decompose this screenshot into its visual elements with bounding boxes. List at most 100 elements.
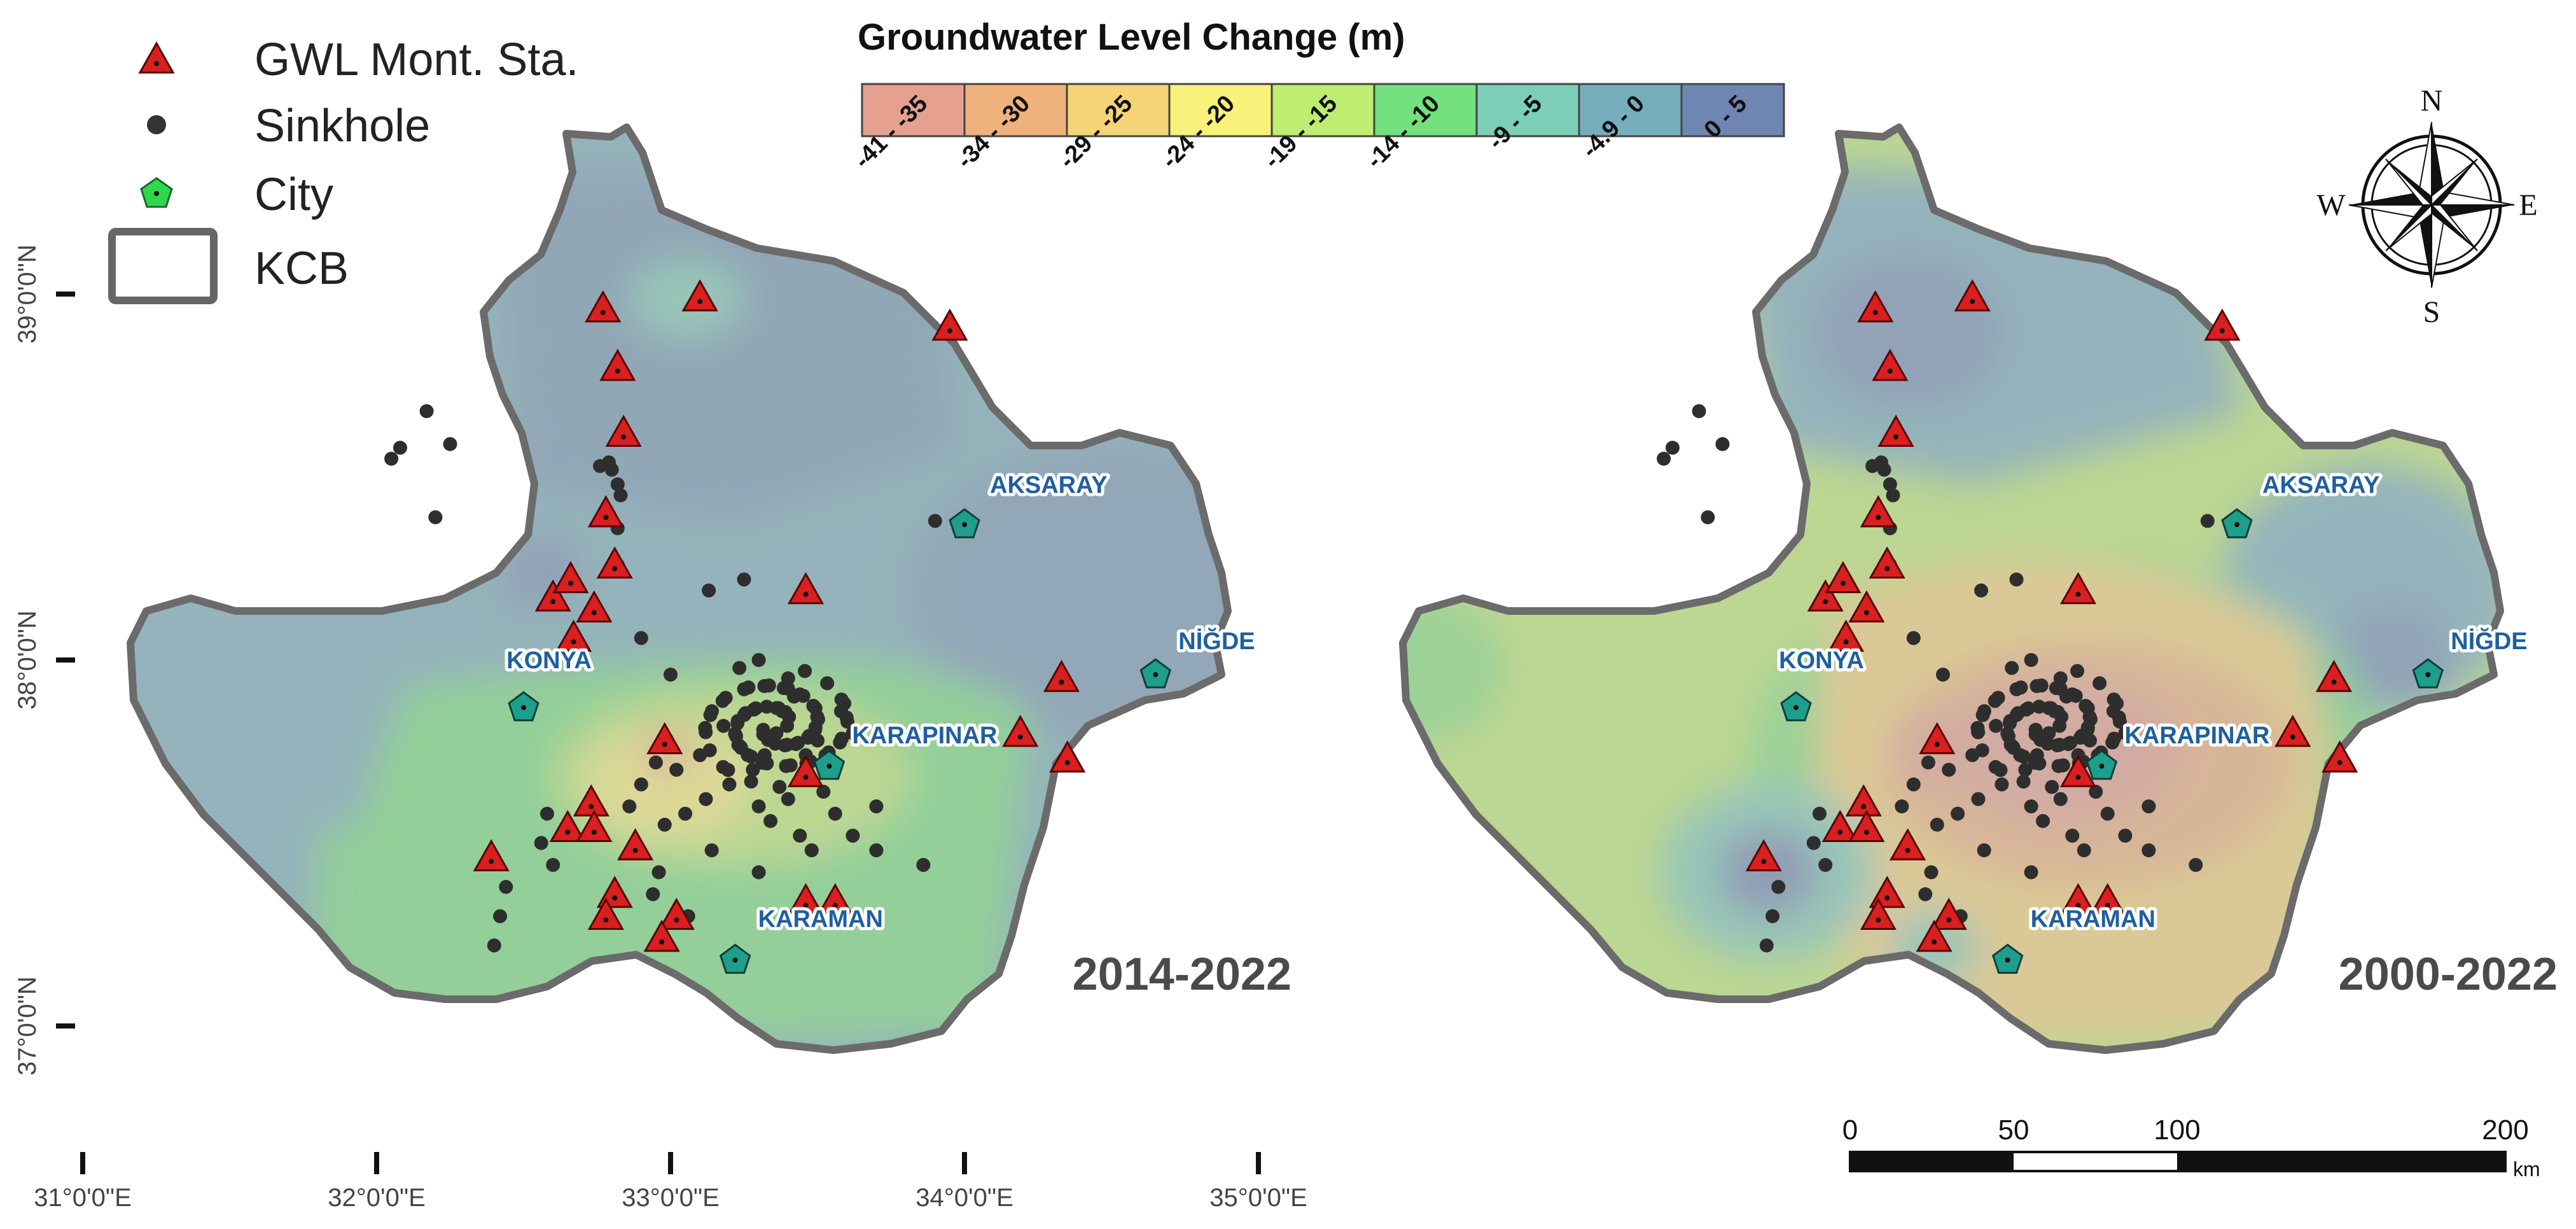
lon-label: 31°0'0"E [34,1184,132,1212]
city-konya: KONYA [503,644,595,722]
sinkhole-point [1993,762,2008,777]
sinkhole-point [751,799,766,813]
colorbar-swatch [1475,83,1580,137]
sinkhole-point [1715,437,1730,451]
sinkhole-point [534,836,548,850]
sinkhole-point [780,738,795,752]
sinkhole-point [1657,451,1671,466]
sinkhole-point [763,814,778,828]
sinkhole-point [1818,858,1833,872]
sinkhole-point [699,792,713,806]
period-label-right: 2000-2022 [2339,949,2558,1000]
sinkhole-point [1759,938,1774,953]
north-arrow: N S E W [2316,84,2537,329]
sinkhole-point [428,510,443,524]
legend-label-stations: GWL Mont. Sta. [254,34,578,85]
sinkhole-point [1924,865,1939,880]
sinkhole-point [1971,725,1986,740]
sinkhole-point [610,477,625,491]
sinkhole-point [702,743,717,757]
sinkhole-point [744,775,758,789]
sinkhole-point [699,725,713,740]
sinkhole-point [2009,682,2024,696]
sinkhole-point [2056,758,2070,773]
compass-north-label: N [2421,84,2443,118]
sinkhole-point [443,437,457,451]
sinkhole-point [2019,702,2033,717]
city-aksaray: AKSARAY [949,468,1110,538]
sinkhole-point [384,451,399,466]
sinkhole-point [1989,719,2003,733]
sinkhole-point [2042,701,2056,715]
sinkhole-point [1930,817,1944,832]
city-label: AKSARAY [990,472,1107,498]
sinkhole-point [2078,699,2093,713]
sinkhole-point [2200,514,2215,528]
sinkhole-point [1806,836,1821,850]
sinkhole-point [2016,775,2031,789]
sinkhole-point [820,676,835,691]
sinkhole-point [828,806,842,821]
legend-item-sinkhole: Sinkhole [147,101,430,151]
colorbar-swatch [1680,83,1785,137]
sinkhole-point [721,762,735,777]
sinkhole-point [751,653,766,667]
sinkhole-point [2106,692,2121,707]
sinkhole-point [2024,799,2038,813]
sinkhole-point [2052,738,2067,752]
sinkhole-point [1895,799,1909,813]
legend-label-kcb: KCB [254,243,349,294]
sinkhole-point [1886,488,1900,503]
scale-bar: 0 50 100 200 km [1842,1114,2540,1181]
sinkhole-point [2006,740,2021,754]
colorbar-swatch [1168,83,1273,137]
sinkhole-point [2024,865,2038,880]
sinkhole-point [761,733,776,747]
sinkhole-point [1906,777,1921,792]
lon-label: 35°0'0"E [1209,1184,1307,1212]
sinkhole-point [1942,762,1956,777]
sinkhole-point [810,710,825,724]
sinkhole-point [734,740,748,754]
sinkhole-point [1951,806,1965,821]
legend-item-city: City [140,169,333,220]
sinkhole-point [2045,780,2059,794]
sinkhole-point [737,572,751,587]
sinkhole-point [2082,710,2097,724]
sinkhole-point [2092,676,2107,691]
city-ni̇ğde: NİĞDE [1139,624,1258,689]
map-2000-2022: KONYA AKSARAY NİĞDE KARAPINAR KARAMAN 2000-2… [1349,95,2558,1050]
sinkhole-point [846,726,860,740]
sinkhole-point [2001,729,2016,743]
compass-west-label: W [2316,188,2346,222]
sinkhole-point [1883,477,1897,491]
sinkhole-point [704,843,719,857]
scale-tick-50: 50 [1998,1114,2029,1146]
sinkhole-point [1977,843,1991,857]
sinkhole-point [1665,440,1680,455]
sinkhole-point [2189,858,2203,872]
scale-tick-100: 100 [2154,1114,2200,1146]
sinkhole-point [782,710,797,724]
lon-label: 32°0'0"E [328,1184,426,1212]
city-label: KARAPINAR [852,722,997,749]
sinkhole-point [2032,756,2047,771]
dot-icon [147,115,166,134]
sinkhole-point [1936,668,1950,682]
coordinate-ticks: 39°0'0"N 38°0'0"N 37°0'0"N 31°0'0"E 32°0'0"E… [13,244,1307,1212]
sinkhole-point [916,858,931,872]
city-label: NİĞDE [2451,627,2527,655]
sinkhole-point [715,694,730,708]
sinkhole-point [622,799,637,813]
sinkhole-point [1995,777,2009,792]
sinkhole-point [634,631,648,645]
sinkhole-point [746,702,761,717]
sinkhole-point [804,843,819,857]
sinkhole-point [839,710,854,725]
sinkhole-point [2077,843,2091,857]
sinkhole-point [751,865,766,880]
lon-label: 33°0'0"E [622,1184,720,1212]
sinkhole-point [499,880,513,894]
sinkhole-point [1701,510,1715,524]
sinkhole-point [2065,687,2080,702]
